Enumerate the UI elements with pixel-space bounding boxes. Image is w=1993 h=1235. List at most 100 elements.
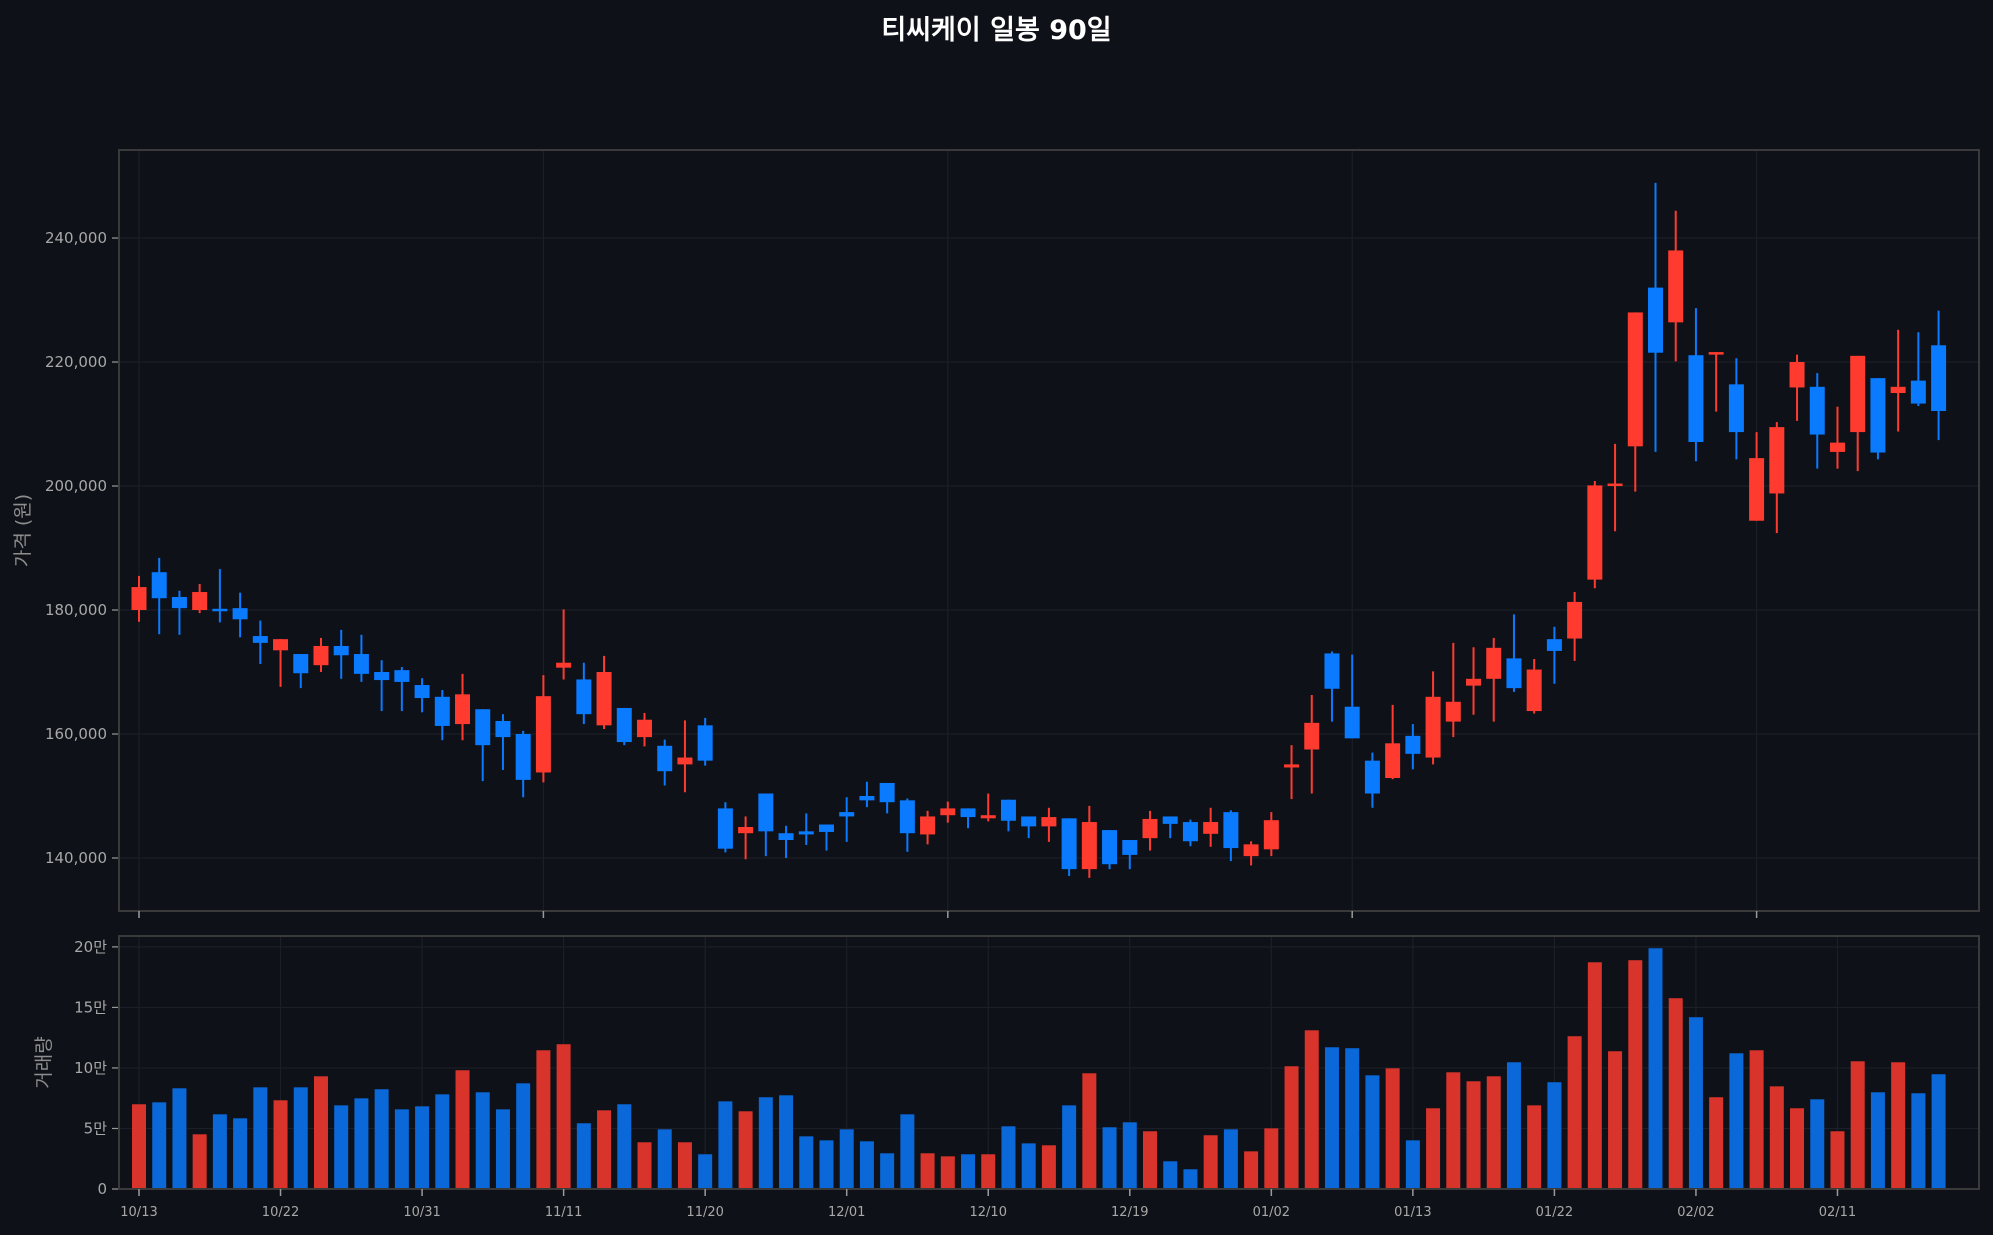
candle-body [1850, 355, 1866, 433]
volume-bar [1931, 1074, 1946, 1189]
volume-bar [1223, 1129, 1238, 1189]
candle-body [920, 816, 936, 835]
candle-body [1870, 378, 1886, 453]
candle-body [1809, 386, 1825, 435]
x-tick-label: 01/22 [1536, 1205, 1573, 1220]
volume-bar [455, 1070, 470, 1189]
candle-body [1506, 658, 1522, 689]
candle-body [515, 734, 531, 780]
candle-body [1142, 818, 1158, 839]
candle-up [1142, 810, 1158, 851]
candle-body [738, 826, 754, 834]
candle-body [1567, 601, 1583, 639]
candle-down [657, 739, 673, 786]
candle-body [1607, 483, 1623, 487]
candle-body [535, 696, 551, 773]
volume-bar [657, 1129, 672, 1189]
candle-up [1850, 355, 1866, 472]
candle-body [1587, 485, 1603, 580]
candle-body [1749, 458, 1765, 521]
candle-up [1587, 481, 1603, 589]
candle-up [1284, 745, 1300, 800]
candle-body [940, 808, 956, 816]
candle-body [273, 639, 289, 651]
y-tick-label: 220,000 [45, 353, 107, 371]
x-tick-label: 01/02 [1253, 1205, 1290, 1220]
x-tick-label: 10/31 [403, 1205, 440, 1220]
chart-title: 티씨케이 일봉 90일 [881, 15, 1112, 46]
candle-body [818, 824, 834, 832]
candle-body [798, 831, 814, 835]
candle-body [1445, 701, 1461, 722]
candle-up [1486, 637, 1502, 722]
candle-up [1526, 658, 1542, 714]
candle-up [1081, 805, 1097, 878]
candle-down [434, 689, 450, 741]
candle-down [1910, 332, 1926, 407]
candle-up [980, 793, 996, 822]
candle-body [677, 757, 693, 765]
candle-up [1749, 432, 1765, 521]
volume-bar [1870, 1092, 1885, 1189]
volume-bar [1608, 1051, 1623, 1189]
y-tick-label: 20만 [74, 938, 107, 956]
volume-bar [1830, 1131, 1845, 1189]
volume-bar [334, 1105, 349, 1189]
candle-up [1708, 352, 1724, 412]
volume-bar [394, 1109, 409, 1189]
candle-body [1668, 250, 1684, 323]
volume-bar [799, 1136, 814, 1189]
candle-down [515, 730, 531, 798]
candle-body [151, 572, 167, 599]
candle-body [455, 694, 471, 725]
candle-body [1405, 735, 1421, 754]
candle-down [1648, 182, 1663, 452]
candle-body [353, 654, 369, 674]
candle-body [1425, 696, 1441, 758]
candle-body [333, 645, 349, 656]
volume-bar [1365, 1075, 1380, 1189]
price-panel: 140,000 160,000 180,000 200,000 220,000 240,0… [12, 149, 1980, 918]
volume-bar [1102, 1127, 1117, 1189]
volume-bar [1466, 1081, 1481, 1189]
volume-bar [1264, 1128, 1279, 1189]
candle-down [151, 557, 167, 635]
candle-body [1546, 639, 1562, 651]
volume-bar [354, 1098, 369, 1189]
x-tick-label: 12/01 [828, 1205, 865, 1220]
y-tick-label: 240,000 [45, 229, 107, 247]
volume-bar [1729, 1053, 1744, 1189]
volume-bar [1911, 1093, 1926, 1189]
candle-body [1486, 647, 1502, 679]
candle-up [637, 712, 652, 747]
candle-body [171, 596, 187, 609]
volume-bar [677, 1142, 692, 1189]
y-axis-title-price: 가격 (원) [12, 494, 34, 567]
y-tick-label: 160,000 [45, 725, 107, 743]
volume-bar [1769, 1086, 1784, 1189]
candle-down [839, 797, 855, 842]
candle-body [717, 808, 733, 849]
candle-up [677, 720, 693, 793]
x-tick-label: 11/20 [686, 1205, 723, 1220]
candle-down [616, 707, 632, 746]
candle-down [778, 825, 794, 858]
candle-body [1122, 840, 1138, 855]
candle-body [1466, 678, 1482, 686]
volume-bar [597, 1110, 612, 1189]
candle-body [657, 745, 673, 772]
candle-down [212, 569, 228, 623]
candle-body [232, 608, 248, 620]
candle-body [1769, 427, 1785, 494]
volume-bar [1506, 1062, 1521, 1189]
volume-bar [637, 1142, 652, 1189]
candle-body [960, 808, 976, 818]
volume-bar [536, 1050, 551, 1189]
volume-bar [1749, 1050, 1764, 1189]
candle-down [1162, 816, 1178, 839]
candle-down [576, 662, 592, 725]
candle-down [859, 781, 875, 808]
candle-body [1081, 822, 1097, 870]
candle-down [374, 660, 390, 712]
